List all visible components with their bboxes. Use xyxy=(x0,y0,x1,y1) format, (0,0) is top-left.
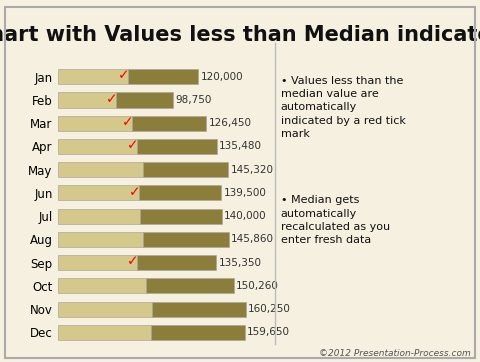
Bar xyxy=(139,185,221,201)
Bar xyxy=(58,232,143,247)
Text: 139,500: 139,500 xyxy=(224,188,266,198)
Bar xyxy=(137,139,216,154)
Bar xyxy=(152,302,246,317)
Text: ✓: ✓ xyxy=(127,138,138,152)
Bar xyxy=(58,92,116,108)
Text: 140,000: 140,000 xyxy=(224,211,267,221)
Bar xyxy=(151,325,245,340)
Bar xyxy=(143,162,228,177)
Text: 126,450: 126,450 xyxy=(208,118,252,128)
Text: ✓: ✓ xyxy=(106,92,118,106)
Text: 150,260: 150,260 xyxy=(236,281,279,291)
Text: Chart with Values less than Median indicated: Chart with Values less than Median indic… xyxy=(0,25,480,45)
Bar xyxy=(58,162,143,177)
Text: 145,860: 145,860 xyxy=(231,234,274,244)
Text: ©2012 Presentation-Process.com: ©2012 Presentation-Process.com xyxy=(319,349,470,358)
Text: • Median gets
automatically
recalculated as you
enter fresh data: • Median gets automatically recalculated… xyxy=(281,195,390,245)
Text: ✓: ✓ xyxy=(121,115,133,129)
Text: ✓: ✓ xyxy=(126,254,138,269)
Bar xyxy=(58,325,151,340)
Bar xyxy=(140,209,222,224)
Bar xyxy=(58,139,137,154)
Text: 159,650: 159,650 xyxy=(247,327,290,337)
Text: 98,750: 98,750 xyxy=(176,95,212,105)
Bar xyxy=(58,255,137,270)
Text: 135,350: 135,350 xyxy=(219,258,262,268)
Bar xyxy=(58,209,140,224)
Bar xyxy=(128,69,198,84)
Bar xyxy=(58,278,146,293)
Bar xyxy=(132,116,206,131)
Bar xyxy=(137,255,216,270)
Text: 120,000: 120,000 xyxy=(201,72,243,82)
Bar xyxy=(58,69,128,84)
Text: • Values less than the
median value are
automatically
indicated by a red tick
ma: • Values less than the median value are … xyxy=(281,76,406,139)
Bar xyxy=(143,232,229,247)
Text: ✓: ✓ xyxy=(129,185,140,199)
Bar xyxy=(58,302,152,317)
Bar xyxy=(146,278,234,293)
Text: ✓: ✓ xyxy=(118,69,130,83)
Text: 145,320: 145,320 xyxy=(230,165,274,175)
Bar xyxy=(58,116,132,131)
Bar xyxy=(116,92,173,108)
Text: 160,250: 160,250 xyxy=(248,304,291,314)
Text: 135,480: 135,480 xyxy=(219,142,262,151)
Bar xyxy=(58,185,139,201)
